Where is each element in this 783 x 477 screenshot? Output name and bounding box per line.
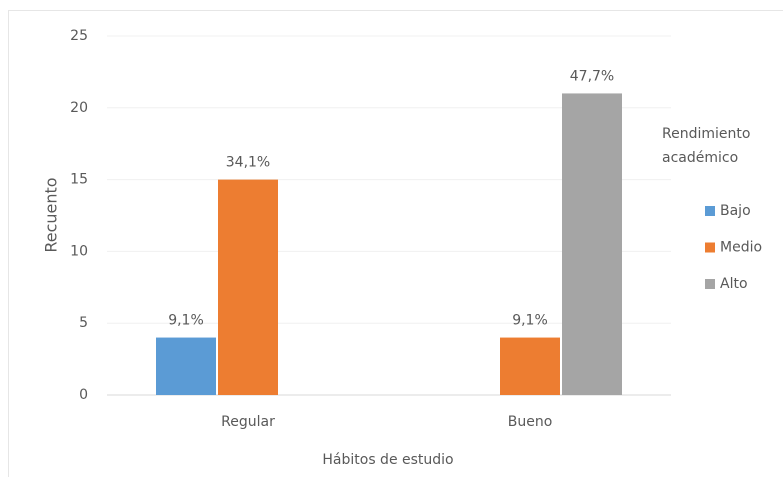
y-tick-label: 15	[70, 172, 88, 188]
y-tick-label: 25	[70, 28, 88, 44]
data-label: 47,7%	[570, 68, 614, 84]
bar	[562, 93, 622, 395]
data-label: 9,1%	[512, 313, 548, 329]
x-axis-label: Hábitos de estudio	[322, 452, 453, 468]
y-axis-label: Recuento	[42, 177, 61, 252]
data-label: 9,1%	[168, 313, 204, 329]
x-tick-label: Bueno	[508, 414, 553, 430]
legend-swatch	[705, 206, 715, 216]
legend-label: Alto	[720, 276, 748, 292]
y-tick-label: 20	[70, 100, 88, 116]
legend-title: Rendimiento académico	[662, 126, 751, 166]
data-label: 34,1%	[226, 155, 270, 171]
legend-swatch	[705, 242, 715, 253]
bar	[218, 179, 278, 395]
y-tick-label: 10	[70, 243, 88, 259]
x-tick-label: Regular	[221, 414, 275, 430]
y-tick-label: 5	[79, 315, 88, 331]
legend-label: Medio	[720, 240, 762, 256]
chart-frame	[8, 10, 783, 477]
legend-swatch	[705, 279, 715, 289]
bar	[500, 337, 560, 395]
y-tick-label: 0	[79, 387, 88, 403]
legend-label: Bajo	[720, 203, 751, 219]
bar	[156, 337, 216, 395]
